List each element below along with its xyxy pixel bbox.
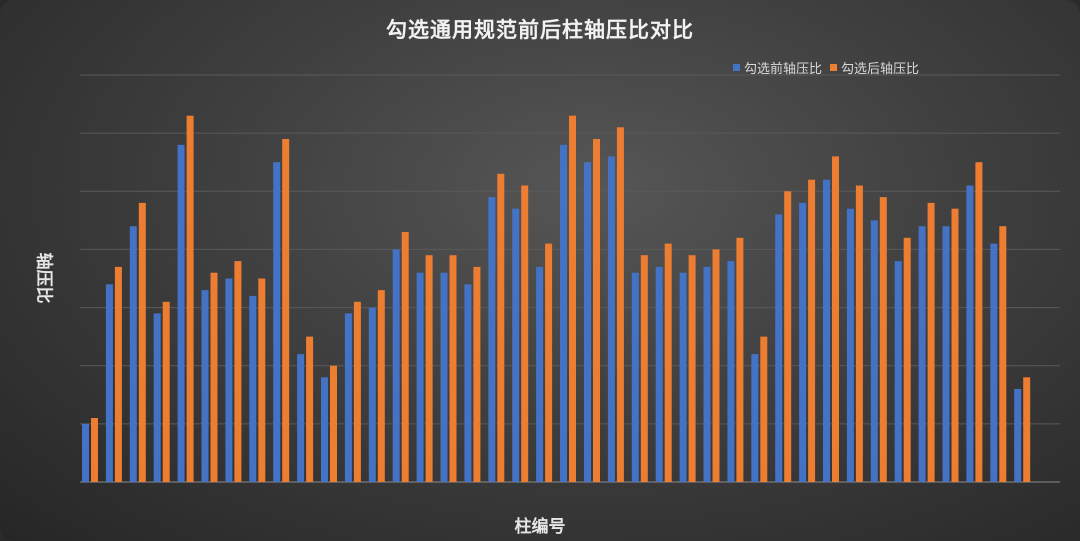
bar-before [823, 179, 830, 482]
bar-before [273, 162, 281, 482]
bar-before [966, 185, 974, 482]
legend-item-before: 勾选前轴压比 [733, 58, 822, 77]
bar-after [545, 243, 553, 482]
bar-after [640, 255, 648, 482]
bar-after [1023, 377, 1031, 482]
bar-after [521, 185, 529, 482]
bar-before [799, 202, 807, 482]
bar-before [464, 284, 472, 482]
bar-before [344, 313, 352, 482]
bar-before [225, 278, 233, 482]
bar-before [607, 156, 615, 482]
legend-label-after: 勾选后轴压比 [841, 62, 920, 77]
bar-after [808, 179, 816, 482]
bar-after [162, 301, 170, 482]
legend-item-after: 勾选后轴压比 [830, 58, 919, 77]
bar-after [855, 185, 863, 482]
bar-before [894, 261, 902, 482]
bar-after [497, 173, 505, 483]
bar-before [727, 261, 735, 482]
bar-after [593, 139, 600, 482]
bar-before [129, 226, 137, 482]
chart-title: 勾选通用规范前后柱轴压比对比 [386, 18, 694, 42]
bar-after [927, 202, 935, 482]
bar-after [91, 418, 98, 482]
bar-before [846, 208, 854, 482]
bar-after [784, 191, 792, 483]
bar-before [201, 290, 209, 482]
bar-after [138, 202, 146, 482]
bar-after [449, 255, 457, 482]
x-axis-label: 柱编号 [514, 517, 566, 537]
legend: 勾选前轴压比 勾选后轴压比 [733, 58, 919, 77]
bar-before [631, 272, 639, 482]
bar-after [569, 115, 576, 482]
legend-swatch-after [830, 64, 838, 71]
bar-before [703, 266, 711, 482]
bar-after [473, 266, 481, 482]
bar-after [712, 249, 720, 482]
legend-label-before: 勾选前轴压比 [744, 62, 823, 77]
bar-before [536, 266, 544, 482]
bar-after [736, 237, 744, 482]
bar-after [210, 272, 218, 482]
bar-before [775, 214, 783, 482]
bar-before [751, 354, 759, 482]
bar-after [234, 261, 242, 482]
bar-before [368, 307, 376, 482]
bar-before [512, 208, 520, 482]
bar-before [918, 226, 926, 482]
bar-after [258, 278, 266, 482]
bar-after [616, 127, 624, 483]
bar-after [330, 365, 337, 482]
bar-after [664, 243, 672, 482]
bar-before [249, 295, 257, 482]
bar-before [440, 272, 448, 482]
bar-after [425, 255, 433, 482]
bar-after [832, 156, 839, 482]
bar-before [655, 266, 663, 482]
bar-before [488, 197, 496, 482]
bar-before [153, 313, 161, 482]
bar-before [990, 243, 998, 482]
bar-before [584, 162, 591, 482]
legend-swatch-before [733, 64, 740, 71]
bar-after [377, 290, 385, 482]
bar-after [975, 162, 983, 482]
bar-after [114, 266, 122, 482]
bar-before [870, 220, 878, 482]
bar-after [879, 197, 887, 482]
bar-after [951, 208, 959, 482]
bar-before [679, 272, 687, 482]
bar-after [186, 115, 194, 482]
bar-before [416, 272, 424, 482]
bar-before [1014, 389, 1022, 482]
bar-before [82, 423, 89, 482]
bar-after [688, 255, 696, 482]
bar-after [353, 301, 361, 482]
bar-after [282, 139, 290, 482]
bar-after [401, 232, 409, 482]
bar-after [760, 336, 768, 482]
bar-after [306, 336, 314, 482]
bar-before [177, 144, 185, 483]
bar-before [321, 377, 328, 482]
bar-before [392, 249, 400, 482]
bar-before [560, 144, 567, 483]
bar-after [903, 237, 911, 482]
bar-before [105, 284, 113, 482]
bar-after [999, 226, 1007, 482]
bar-before [942, 226, 950, 482]
bar-before [297, 354, 305, 482]
